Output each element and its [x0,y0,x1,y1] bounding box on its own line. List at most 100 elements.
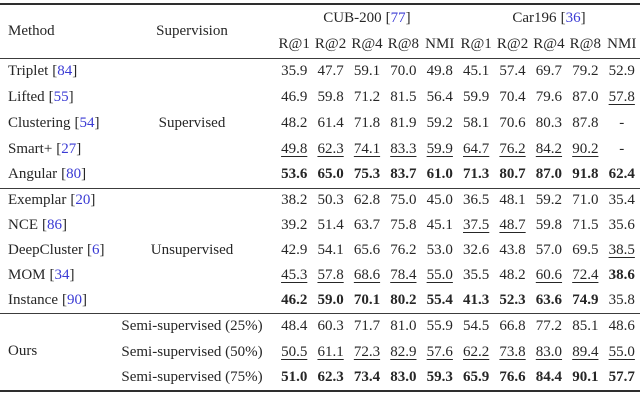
method-cell: Instance [90] [0,288,108,313]
value-cell: 63.7 [353,217,381,233]
citation-link[interactable]: 77 [390,10,406,26]
col-header-metric: NMI [607,36,637,53]
value-cell: 91.8 [572,166,599,183]
value-cell: 59.3 [426,369,453,385]
citation-bracket: [ [385,10,391,26]
value-cell: 35.8 [608,291,635,308]
header-row-groups: Method Supervision CUB-200 [77] Car196 [36… [0,4,640,39]
value-cell: 48.7 [499,217,526,233]
dataset-name: CUB-200 [323,10,382,26]
value-cell: 90.1 [572,369,599,385]
value-cell: 75.3 [353,166,381,183]
method-cell: DeepCluster [6] [0,238,108,263]
value-cell: 53.0 [426,242,453,258]
value-cell: 55.0 [426,267,453,283]
value-cell: 59.8 [535,217,563,233]
citation-link[interactable]: 20 [75,192,91,209]
col-header-metric: R@1 [460,36,492,53]
value-cell: 71.0 [572,192,599,209]
citation-bracket: ] [69,267,75,283]
value-cell: 48.2 [281,114,308,131]
value-cell: 64.7 [463,140,490,157]
value-cell: 81.9 [390,114,417,131]
citation-link[interactable]: 55 [53,88,69,105]
value-cell: 76.2 [499,140,526,157]
method-cell: NCE [86] [0,213,108,238]
value-cell: 80.2 [390,291,417,308]
value-cell: 45.1 [463,62,490,79]
col-header-metric: R@8 [569,36,601,53]
col-header-metric: R@4 [533,36,565,53]
value-cell: 55.4 [426,291,453,308]
header-row-metrics: R@1 R@2 R@4 R@8 NMI R@1 R@2 R@4 R@8 NMI [0,32,640,58]
citation-bracket: ] [81,166,87,183]
value-cell: 71.5 [572,217,599,233]
table-row: Clustering [54] 48.2 61.4 71.8 81.9 59.2 58.1 70… [0,110,640,136]
value-cell: 70.0 [390,62,417,79]
method-label: Exemplar [8,192,67,209]
value-cell: 76.2 [390,242,417,258]
value-cell: 55.0 [608,343,635,360]
value-cell: 79.6 [535,88,563,105]
method-cell: Exemplar [20] [0,188,108,213]
value-cell: 73.8 [499,343,526,360]
value-cell: 57.8 [608,88,635,105]
value-cell: 35.5 [463,267,490,283]
value-cell: - [619,140,625,157]
citation-bracket: [ [560,10,566,26]
value-cell: 41.3 [463,291,490,308]
supervision-cell: Semi-supervised (25%) [121,317,263,334]
citation-bracket: [ [61,291,67,308]
value-cell: 57.8 [317,267,344,283]
citation-bracket: ] [68,88,74,105]
citation-bracket: ] [81,291,87,308]
value-cell: 61.4 [317,114,344,131]
value-cell: 59.2 [426,114,453,131]
value-cell: 59.0 [317,291,344,308]
value-cell: 45.3 [281,267,308,283]
citation-link[interactable]: 6 [91,242,100,258]
citation-link[interactable]: 27 [61,140,77,157]
value-cell: 48.4 [281,317,308,334]
value-cell: 54.1 [317,242,344,258]
value-cell: 90.2 [572,140,599,157]
citation-link[interactable]: 34 [54,267,70,283]
value-cell: 75.0 [390,192,417,209]
value-cell: 43.8 [499,242,526,258]
supervision-cell: Supervised [158,114,226,131]
citation-bracket: [ [42,217,47,233]
value-cell: 83.0 [390,369,417,385]
citation-link[interactable]: 84 [57,62,73,79]
value-cell: 47.7 [317,62,344,79]
table-row: Semi-supervised (50%) 50.5 61.1 72.3 82.9 57.… [0,339,640,365]
value-cell: 81.0 [390,317,417,334]
value-cell: 66.8 [499,317,526,334]
value-cell: 72.3 [353,343,381,360]
dataset-name: Car196 [512,10,557,26]
citation-link[interactable]: 36 [565,10,581,26]
value-cell: 35.4 [608,192,635,209]
value-cell: 49.8 [426,62,453,79]
value-cell: 46.9 [281,88,308,105]
method-label: Smart+ [8,140,53,157]
value-cell: 60.3 [317,317,344,334]
col-header-metric: R@1 [278,36,310,53]
citation-link[interactable]: 54 [79,114,95,131]
value-cell: 52.9 [608,62,635,79]
table-row: Ours Semi-supervised (25%) 48.4 60.3 71.7 81.… [0,313,640,360]
value-cell: 74.9 [572,291,599,308]
value-cell: 51.0 [281,369,308,385]
citation-bracket: [ [86,242,92,258]
method-label: MOM [8,267,46,283]
method-label: Instance [8,291,58,308]
value-cell: 80.7 [499,166,526,183]
value-cell: 71.2 [353,88,381,105]
citation-link[interactable]: 80 [66,166,82,183]
value-cell: 74.1 [353,140,381,157]
value-cell: 62.8 [353,192,381,209]
citation-link[interactable]: 90 [66,291,82,308]
method-label: Clustering [8,114,71,131]
citation-bracket: [ [61,166,67,183]
citation-link[interactable]: 86 [47,217,62,233]
citation-bracket: ] [580,10,586,26]
